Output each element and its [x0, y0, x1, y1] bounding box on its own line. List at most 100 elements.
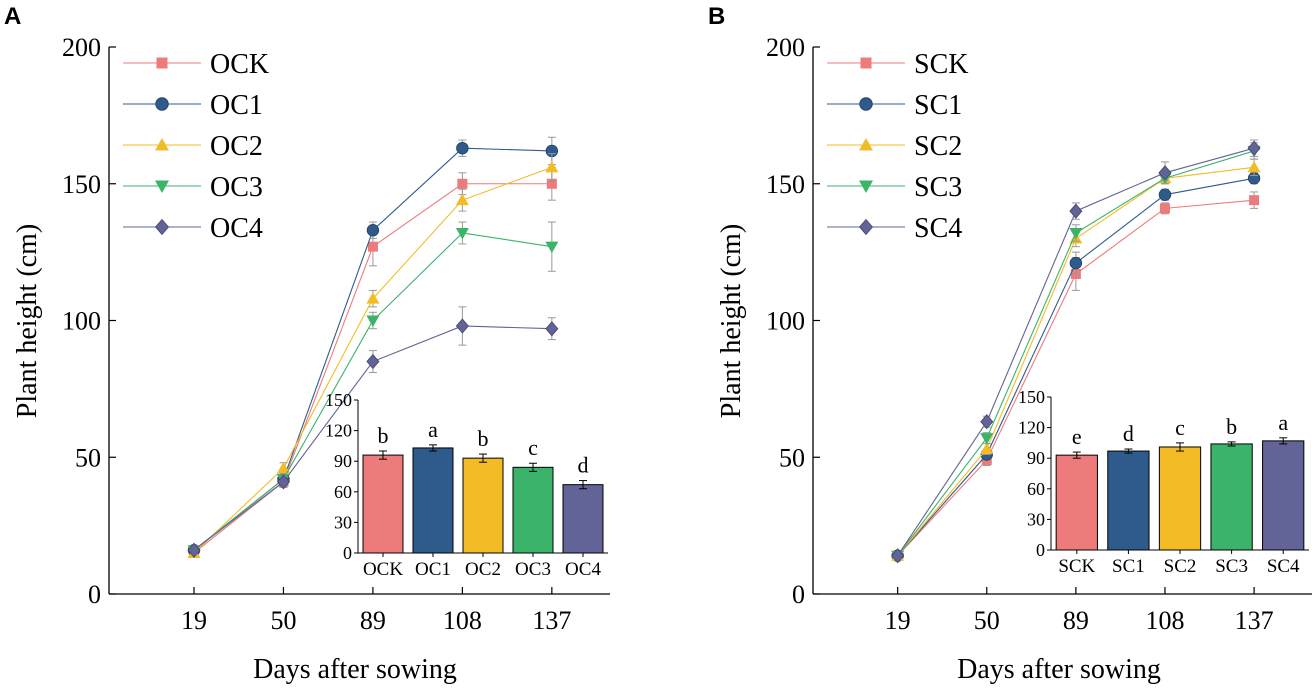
panel-a-inset-x-tick-label: OCK: [363, 559, 403, 580]
panel-b-data-point-sck: [1249, 195, 1260, 206]
panel-b-x-tick-label: 50: [974, 606, 1000, 635]
panel-b-data-point-sc3: [1069, 227, 1083, 240]
panel-a-inset-x-tick-label: OC2: [465, 559, 501, 580]
panel-a-inset-x-tick-label: OC3: [515, 559, 551, 580]
panel-b-data-point-sc4: [1069, 203, 1083, 219]
panel-b-legend-label: SC4: [914, 213, 962, 244]
panel-a-legend-marker: [155, 180, 169, 193]
panel-b-inset-y-tick-label: 60: [1027, 479, 1045, 499]
panel-a-inset-significance-letter: b: [378, 423, 389, 448]
panel-b-x-tick-label: 137: [1235, 606, 1274, 635]
panel-a-legend-label: OC3: [210, 172, 263, 203]
panel-b-inset-bar-sc2: [1158, 446, 1202, 551]
panel-a-legend-item-oc3: OC3: [123, 172, 263, 203]
panel-a-y-axis-title: Plant height (cm): [12, 224, 43, 418]
panel-b-legend-marker: [858, 218, 874, 236]
panel-b-data-point-sc2: [980, 442, 994, 455]
panel-b-series-sc3: [891, 142, 1261, 563]
panel-b-legend-label: SC2: [914, 131, 962, 162]
panel-b-legend: SCK SC1 SC2 SC3 SC4: [827, 49, 968, 244]
panel-b-inset-x-tick-label: SC1: [1112, 556, 1145, 577]
panel-b-legend-item-sc1: SC1: [827, 90, 962, 121]
panel-b-inset-bar-sc1: [1107, 450, 1150, 551]
panel-a-data-point-ock: [367, 241, 378, 252]
panel-a-y-tick-label: 150: [62, 170, 101, 199]
panel-a-data-point-oc1: [366, 224, 380, 237]
panel-a-data-point-oc3: [455, 227, 469, 240]
panel-b-x-tick-label: 108: [1145, 606, 1184, 635]
panel-b-legend-label: SCK: [914, 49, 968, 80]
panel-a-inset-y-tick-label: 30: [334, 512, 352, 532]
panel-a-data-point-oc3: [545, 241, 559, 254]
panel-a-data-point-ock: [546, 178, 557, 189]
panel-b: B 0 50 100 150 200 19 50 89 108 137 Days after so…: [708, 3, 1312, 685]
panel-b-inset-x-tick-label: SC4: [1267, 556, 1300, 577]
panel-b-legend-label: SC3: [914, 172, 962, 203]
panel-b-legend-item-sc3: SC3: [827, 172, 962, 203]
panel-b-legend-item-sc4: SC4: [827, 213, 962, 244]
panel-b-x-tick-label: 19: [885, 606, 911, 635]
panel-b-data-point-sc2: [1247, 160, 1261, 173]
panel-a-inset-y-tick-label: 150: [325, 390, 352, 410]
panel-b-legend-marker: [859, 180, 873, 193]
panel-b-inset-significance-letter: c: [1175, 415, 1185, 440]
panel-b-inset-x-tick-label: SCK: [1058, 556, 1095, 577]
panel-a-x-tick-label: 89: [360, 606, 386, 635]
panel-b-data-point-sc1: [1069, 256, 1083, 270]
panel-b-series-sc4: [891, 139, 1261, 564]
panel-a-y-tick-label: 0: [88, 580, 101, 609]
panel-a-inset-significance-letter: c: [528, 435, 538, 460]
panel-a-inset-x-tick-label: OC4: [565, 559, 601, 580]
panel-b-inset-significance-letter: e: [1072, 424, 1082, 449]
panel-a-legend-item-oc1: OC1: [123, 90, 263, 121]
panel-b-data-point-sc4: [980, 414, 994, 430]
panel-b-legend-item-sc2: SC2: [827, 131, 962, 162]
panel-a-data-point-oc4: [366, 353, 380, 370]
panel-a-legend-label: OC1: [210, 90, 263, 121]
panel-b-inset-bar-sck: [1055, 454, 1098, 551]
panel-b-data-point-sc4: [1247, 140, 1261, 156]
panel-a-inset-bar-oc4: [562, 484, 604, 554]
panel-b-x-axis-title: Days after sowing: [957, 654, 1161, 685]
panel-b-inset-y-tick-label: 120: [1018, 418, 1045, 438]
panel-a-inset-y-tick-label: 120: [325, 421, 352, 441]
panel-b-inset-y-tick-label: 30: [1027, 509, 1045, 529]
panel-a-data-point-ock: [457, 178, 468, 189]
panel-a-y-tick-label: 50: [75, 443, 101, 472]
panel-a-x-tick-label: 108: [443, 606, 482, 635]
panel-a-inset-significance-letter: a: [428, 417, 438, 442]
panel-a-inset-y-tick-label: 60: [334, 482, 352, 502]
panel-a-x-tick-label: 19: [181, 606, 207, 635]
panel-a-data-point-oc4: [455, 318, 469, 334]
panel-b-legend-marker: [860, 57, 872, 69]
panel-a-data-point-oc2: [366, 292, 380, 304]
panel-a-inset-bar-oc2: [462, 457, 504, 554]
panel-b-y-axis-title: Plant height (cm): [716, 224, 747, 418]
panel-b-y-tick-label: 100: [766, 307, 805, 336]
panel-b-legend-marker: [859, 138, 873, 151]
panel-b-data-point-sc1: [1158, 188, 1172, 201]
panel-b-y-tick-label: 200: [766, 33, 805, 62]
panel-a-inset-bar-oc1: [412, 447, 454, 554]
panel-a-inset-significance-letter: b: [478, 426, 489, 451]
panel-a-legend-item-ock: OCK: [123, 49, 269, 80]
panel-b-y-tick-label: 150: [766, 170, 805, 199]
panel-b-data-point-sck: [1159, 203, 1170, 214]
panel-a-data-point-oc2: [276, 461, 290, 474]
panel-b-legend-marker: [859, 97, 873, 111]
panel-a-legend-label: OC2: [210, 131, 263, 162]
panel-a-y-tick-label: 100: [62, 307, 101, 336]
panel-a-x-tick-label: 137: [532, 606, 571, 635]
panel-a-legend-item-oc2: OC2: [123, 131, 263, 162]
panel-a-legend-label: OC4: [210, 213, 263, 244]
panel-b-y-tick-label: 50: [779, 443, 805, 472]
panel-a-letter: A: [4, 3, 21, 30]
panel-a-inset-y-tick-label: 0: [343, 543, 352, 563]
panel-a-legend: OCK OC1 OC2 OC3 OC4: [123, 49, 269, 244]
panel-a-inset-bar-chart: 0 30 60 90 120 150 b OCK a OC1 b OC2 c OC3 d OC4: [325, 390, 608, 580]
panel-a-inset-y-tick-label: 90: [334, 451, 352, 471]
panel-b-letter: B: [708, 3, 725, 30]
panel-b-inset-y-tick-label: 0: [1036, 540, 1045, 560]
panel-a-x-tick-label: 50: [270, 606, 296, 635]
